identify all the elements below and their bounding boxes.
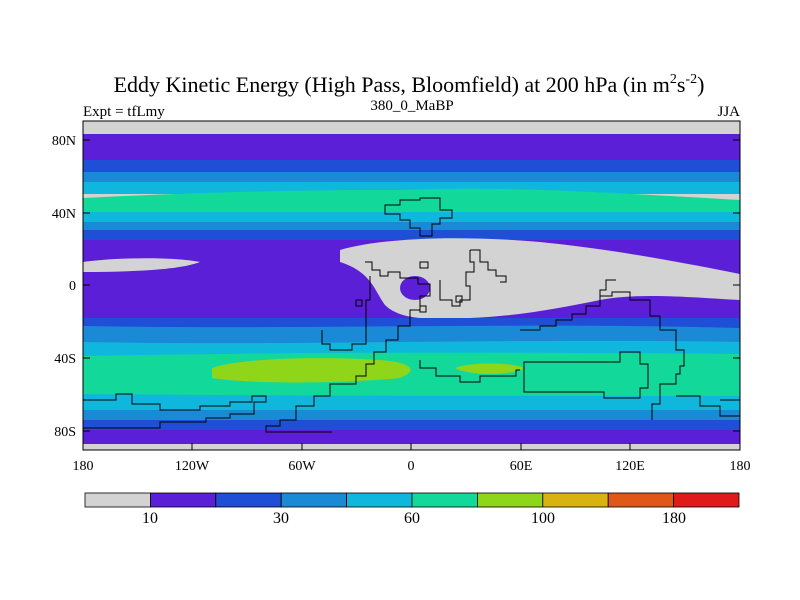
colorbar-swatch-2	[215, 492, 282, 508]
season-label: JJA	[717, 104, 740, 120]
lat-tick-40s: 40S	[54, 352, 76, 367]
band-north-7	[83, 230, 740, 242]
coastline-east	[439, 250, 475, 307]
lon-tick-120e: 120E	[615, 459, 645, 474]
coastline-islands	[355, 261, 463, 313]
jet-south-2	[455, 363, 525, 374]
jet-north	[83, 188, 740, 219]
colorbar-label-100: 100	[531, 510, 555, 527]
lat-axis	[83, 139, 740, 432]
band-north-4	[83, 182, 740, 194]
low-eke-east	[696, 276, 740, 296]
colorbar-swatch-4	[346, 492, 413, 508]
coastline-indian	[599, 279, 616, 296]
map-title: Eddy Kinetic Energy (High Pass, Bloomfie…	[114, 72, 705, 97]
colorbar-label-30: 30	[273, 510, 289, 527]
colorbar-label-10: 10	[142, 510, 158, 527]
band-south-7	[83, 420, 740, 432]
coastline-southeast	[520, 291, 685, 420]
coastlines	[83, 197, 740, 433]
colorbar-label-180: 180	[662, 510, 686, 527]
coastline-antarctic-east	[676, 395, 740, 417]
experiment-label: Expt = tfLmy	[83, 104, 165, 120]
coastline-antarctic	[83, 393, 267, 429]
band-south-4	[83, 352, 740, 400]
lon-tick-180w: 180	[73, 459, 94, 474]
eke-blob-africa	[400, 276, 430, 300]
coastline-north	[384, 197, 453, 237]
coastline-australia	[523, 351, 649, 399]
colorbar-swatch-8	[607, 492, 675, 508]
coastline-asia	[470, 249, 507, 283]
lat-tick-0: 0	[69, 279, 76, 294]
lon-axis	[82, 443, 741, 450]
band-south-6	[83, 410, 740, 422]
coastline-south-africa	[419, 360, 520, 383]
coastline-africa	[265, 261, 431, 433]
colorbar-swatch-3	[280, 492, 348, 508]
colorbar-label-60: 60	[404, 510, 420, 527]
eke-field	[83, 121, 740, 450]
colorbar-swatch-1	[149, 492, 217, 508]
lon-tick-0: 0	[408, 459, 415, 474]
band-north-2	[83, 160, 740, 174]
lon-tick-60w: 60W	[288, 459, 316, 474]
colorbar-swatch-6	[476, 492, 544, 508]
low-eke-south	[400, 444, 435, 450]
band-south-2	[83, 325, 740, 345]
lat-tick-40n: 40N	[52, 207, 76, 222]
lon-tick-180e: 180	[730, 459, 751, 474]
lat-tick-80n: 80N	[52, 134, 76, 149]
period-label: 380_0_MaBP	[370, 98, 453, 114]
band-south-8	[83, 430, 740, 444]
lon-tick-60e: 60E	[510, 459, 533, 474]
colorbar-swatch-5	[411, 492, 478, 508]
colorbar-swatch-9	[673, 492, 740, 508]
band-south-5	[83, 394, 740, 412]
colorbar-swatch-7	[542, 492, 609, 508]
coastline-west	[321, 276, 371, 351]
low-eke-west	[83, 258, 200, 272]
lat-tick-80s: 80S	[54, 425, 76, 440]
lon-tick-120w: 120W	[175, 459, 210, 474]
colorbar-swatch-0	[84, 492, 151, 508]
colorbar	[84, 492, 740, 508]
